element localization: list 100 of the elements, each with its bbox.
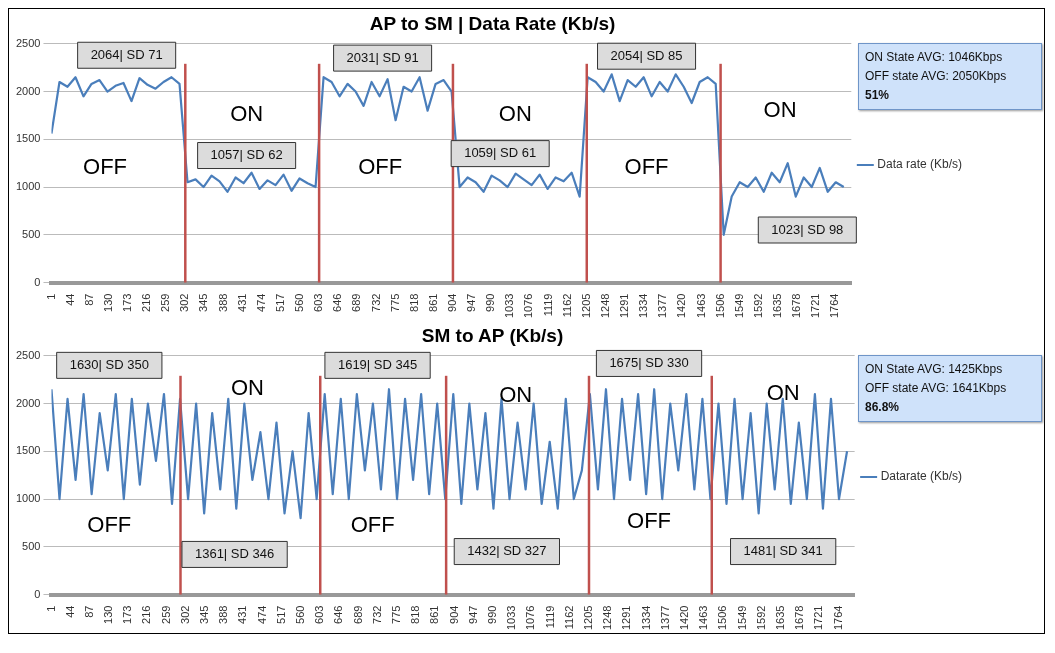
x-tick-label: 44	[63, 605, 76, 618]
x-tick-label: 560	[293, 293, 306, 312]
x-tick-label: 603	[313, 605, 326, 624]
legend-label: Data rate (Kb/s)	[877, 157, 963, 172]
x-tick-label: 861	[428, 605, 441, 624]
x-tick-label: 732	[370, 605, 383, 624]
x-tick-label: 517	[274, 605, 287, 624]
x-tick-label: 1678	[790, 293, 803, 319]
annotation: ON	[498, 101, 532, 127]
x-tick-label: 1205	[579, 293, 592, 319]
x-tick-label: 1635	[770, 293, 783, 319]
x-tick-label: 904	[447, 605, 460, 624]
x-tick-label: 1463	[694, 293, 707, 319]
y-tick-label: 1500	[15, 444, 41, 457]
annotation: OFF	[87, 511, 132, 537]
annotation: 1361| SD 346	[194, 546, 275, 561]
x-tick-label: 689	[350, 293, 363, 312]
y-tick-label: 2000	[15, 396, 41, 409]
x-tick-label: 517	[273, 293, 286, 312]
x-tick-label: 904	[445, 293, 458, 312]
y-tick-label: 1500	[15, 132, 41, 145]
x-tick-label: 87	[82, 293, 95, 306]
x-tick-label: 1	[44, 605, 57, 612]
x-tick-label: 474	[254, 293, 267, 312]
x-tick-label: 173	[120, 293, 133, 312]
summary-note-box: ON State AVG: 1425Kbps OFF state AVG: 1641Kbps 86.8%	[858, 355, 1042, 422]
annotation: ON	[499, 382, 533, 408]
annotation: 1481| SD 341	[743, 543, 823, 559]
y-tick-label: 500	[22, 539, 41, 552]
x-tick-label: 1291	[618, 293, 631, 319]
x-tick-label: 1721	[809, 293, 822, 319]
y-tick-label: 2000	[15, 84, 41, 97]
x-tick-label: 1420	[678, 605, 691, 631]
y-tick-label: 1000	[15, 180, 41, 193]
annotation: OFF	[83, 154, 128, 179]
y-tick-label: 500	[22, 227, 41, 240]
x-tick-label: 1420	[675, 293, 688, 319]
y-tick-label: 0	[34, 587, 41, 600]
x-tick-label: 818	[407, 293, 420, 312]
x-tick-label: 603	[312, 293, 325, 312]
x-tick-label: 216	[140, 293, 153, 312]
annotation: 2064| SD 71	[90, 46, 163, 62]
x-tick-label: 1033	[503, 293, 516, 319]
x-tick-label: 1635	[774, 605, 786, 631]
x-tick-label: 431	[235, 293, 248, 312]
x-tick-label: 646	[332, 605, 345, 624]
x-tick-label: 1463	[697, 605, 710, 631]
x-tick-label: 302	[178, 293, 191, 312]
annotation: 2054| SD 85	[610, 47, 683, 63]
x-tick-label: 1764	[828, 293, 841, 319]
x-tick-label: 732	[369, 293, 382, 312]
annotation: 1630| SD 350	[69, 356, 149, 372]
x-tick-label: 44	[63, 293, 76, 306]
annotation: OFF	[627, 508, 672, 534]
x-tick-label: 1764	[831, 605, 844, 631]
x-tick-label: 388	[216, 293, 229, 312]
x-tick-label: 1506	[713, 293, 726, 319]
x-tick-label: 818	[409, 605, 422, 624]
x-tick-label: 259	[159, 605, 172, 624]
summary-note-box: ON State AVG: 1046Kbps OFF state AVG: 2050Kbps 51%	[858, 43, 1042, 110]
x-tick-label: 130	[101, 293, 114, 312]
y-tick-label: 2500	[15, 348, 41, 361]
x-tick-label: 947	[466, 605, 479, 624]
x-tick-label: 1119	[543, 605, 556, 629]
annotation: ON	[766, 380, 800, 406]
x-tick-label: 1377	[656, 293, 669, 319]
annotation: 1675| SD 330	[609, 355, 689, 371]
x-tick-label: 775	[388, 293, 401, 312]
x-tick-label: 302	[178, 605, 191, 624]
x-tick-label: 1076	[522, 293, 535, 319]
x-tick-label: 990	[486, 605, 499, 624]
x-tick-label: 990	[484, 293, 497, 312]
x-tick-label: 1205	[582, 605, 595, 631]
x-tick-label: 173	[121, 605, 134, 624]
x-tick-label: 775	[390, 605, 403, 624]
x-tick-label: 1076	[524, 605, 537, 631]
x-tick-label: 1248	[601, 605, 614, 631]
annotation: 1057| SD 62	[210, 147, 283, 163]
x-tick-label: 1033	[505, 605, 518, 631]
x-tick-label: 1592	[751, 293, 764, 319]
x-tick-label: 1162	[562, 605, 575, 630]
annotation: 1432| SD 327	[467, 543, 547, 559]
x-tick-label: 474	[255, 605, 268, 624]
y-tick-label: 0	[34, 275, 41, 288]
x-tick-label: 1721	[812, 605, 825, 631]
x-tick-label: 130	[102, 605, 115, 624]
x-tick-label: 259	[159, 293, 172, 312]
x-tick-label: 1377	[658, 605, 671, 631]
x-tick-label: 216	[140, 605, 153, 624]
x-tick-label: 689	[351, 605, 364, 624]
x-tick-label: 1248	[598, 293, 611, 319]
x-tick-label: 1334	[639, 605, 652, 631]
chart-title: AP to SM | Data Rate (Kb/s)	[369, 12, 616, 34]
x-tick-label: 1549	[735, 605, 748, 631]
annotation: OFF	[350, 511, 395, 537]
x-tick-label: 1334	[637, 293, 650, 319]
x-tick-label: 560	[294, 605, 307, 624]
annotation: 2031| SD 91	[346, 49, 419, 65]
y-tick-label: 2500	[15, 36, 41, 49]
x-tick-label: 1	[44, 293, 57, 300]
